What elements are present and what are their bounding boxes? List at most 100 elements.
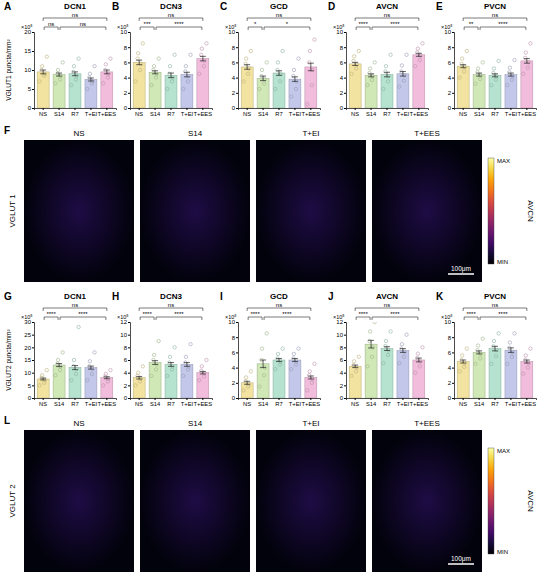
data-point	[70, 379, 73, 382]
y-tick-mark	[128, 385, 130, 386]
data-point	[244, 376, 247, 379]
x-tick-mark	[495, 108, 496, 110]
error-bar	[400, 349, 406, 353]
x-tick-label: R7	[491, 401, 498, 407]
data-point	[102, 82, 105, 85]
x-tick-mark	[279, 108, 280, 110]
data-point	[474, 362, 477, 365]
data-point	[109, 57, 112, 60]
data-point	[492, 339, 495, 342]
panel-letter: I	[220, 291, 223, 302]
bar	[457, 362, 469, 398]
x-tick: T+EI	[397, 398, 410, 407]
data-point	[205, 358, 208, 361]
x-tick-label: S14	[258, 111, 269, 117]
y-tick-label: 15	[24, 48, 31, 54]
data-point	[200, 47, 203, 50]
data-point	[458, 370, 461, 373]
micrograph	[256, 140, 366, 282]
data-point	[274, 367, 277, 370]
y-tick-mark	[236, 78, 238, 79]
y-tick-mark	[236, 32, 238, 33]
x-tick-mark	[202, 398, 203, 400]
y-tick-label: 15	[24, 357, 31, 363]
x-axis: NSS14R7T+EIT+EES	[35, 398, 117, 407]
data-point	[106, 76, 109, 79]
x-tick-label: R7	[491, 111, 498, 117]
x-axis-line	[35, 109, 117, 111]
data-point	[386, 80, 389, 83]
x-tick-label: S14	[366, 111, 377, 117]
y-tick-mark	[128, 108, 130, 109]
error-bar	[524, 59, 530, 64]
x-tick-label: NS	[39, 401, 47, 407]
bar	[165, 364, 177, 398]
data-point	[72, 358, 75, 361]
y-tick-label: 2	[340, 383, 344, 389]
y-tick-mark	[236, 383, 238, 384]
x-tick-mark	[279, 398, 280, 400]
y-tick-label: 6	[232, 60, 236, 66]
x-tick-mark	[479, 398, 480, 400]
data-point	[247, 67, 250, 70]
x-tick: R7	[491, 398, 498, 407]
data-point	[313, 362, 316, 365]
x-tick: NS	[39, 398, 47, 407]
y-tick-mark	[344, 47, 346, 48]
data-point	[244, 62, 247, 65]
data-point	[416, 51, 419, 54]
x-tick: S14	[366, 398, 377, 407]
x-tick-label: T+EES	[518, 401, 537, 407]
x-tick: T+EES	[194, 108, 213, 117]
y-tick-mark	[344, 335, 346, 336]
plot-marks	[241, 332, 317, 398]
y-tick-mark	[128, 32, 130, 33]
data-point	[311, 68, 314, 71]
y-tick-mark	[236, 337, 238, 338]
bar	[85, 80, 97, 109]
error-bar	[72, 72, 78, 76]
data-point	[476, 67, 479, 70]
x-tick: NS	[243, 108, 251, 117]
significance-bracket	[464, 27, 478, 30]
x-tick: T+EI	[289, 108, 302, 117]
data-point	[91, 80, 94, 83]
significance-label: ns	[276, 12, 282, 18]
panel-title: GCD	[270, 292, 288, 301]
stain-label: VGLUT 2	[8, 484, 17, 518]
y-tick-label: 0	[340, 105, 344, 111]
significance-label: ****	[358, 21, 368, 27]
significance-bracket	[463, 18, 527, 21]
data-point	[61, 351, 64, 354]
significance-bracket	[355, 308, 419, 311]
y-tick-label: 0	[28, 395, 32, 401]
y-tick-mark	[32, 335, 34, 336]
image-title: NS	[73, 129, 84, 138]
data-point	[497, 332, 500, 335]
y-tick-mark	[344, 398, 346, 399]
bar	[69, 74, 81, 108]
bar	[133, 378, 145, 398]
data-point	[58, 78, 61, 81]
significance-bracket	[355, 18, 419, 21]
y-tick-label: 6	[124, 60, 128, 66]
data-point	[368, 330, 371, 333]
y-tick: 12	[336, 319, 346, 325]
region-label: AVCN	[526, 490, 535, 512]
y-tick-mark	[344, 93, 346, 94]
data-point	[476, 71, 479, 74]
data-point	[88, 76, 91, 79]
x-axis-line	[347, 109, 429, 111]
y-tick-mark	[452, 398, 454, 399]
micrograph	[24, 430, 134, 572]
y-tick-mark	[452, 47, 454, 48]
data-point	[260, 347, 263, 350]
y-tick-mark	[32, 32, 34, 33]
y-axis-line	[32, 323, 35, 399]
panel: BDCN3×10⁵0246810NSS14R7T+EIT+EES*******n…	[112, 1, 213, 117]
error-bar	[384, 72, 390, 77]
y-tick-label: 6	[340, 357, 344, 363]
significance-label: ns	[384, 302, 390, 308]
significance-bracket	[372, 27, 418, 30]
data-point	[166, 374, 169, 377]
